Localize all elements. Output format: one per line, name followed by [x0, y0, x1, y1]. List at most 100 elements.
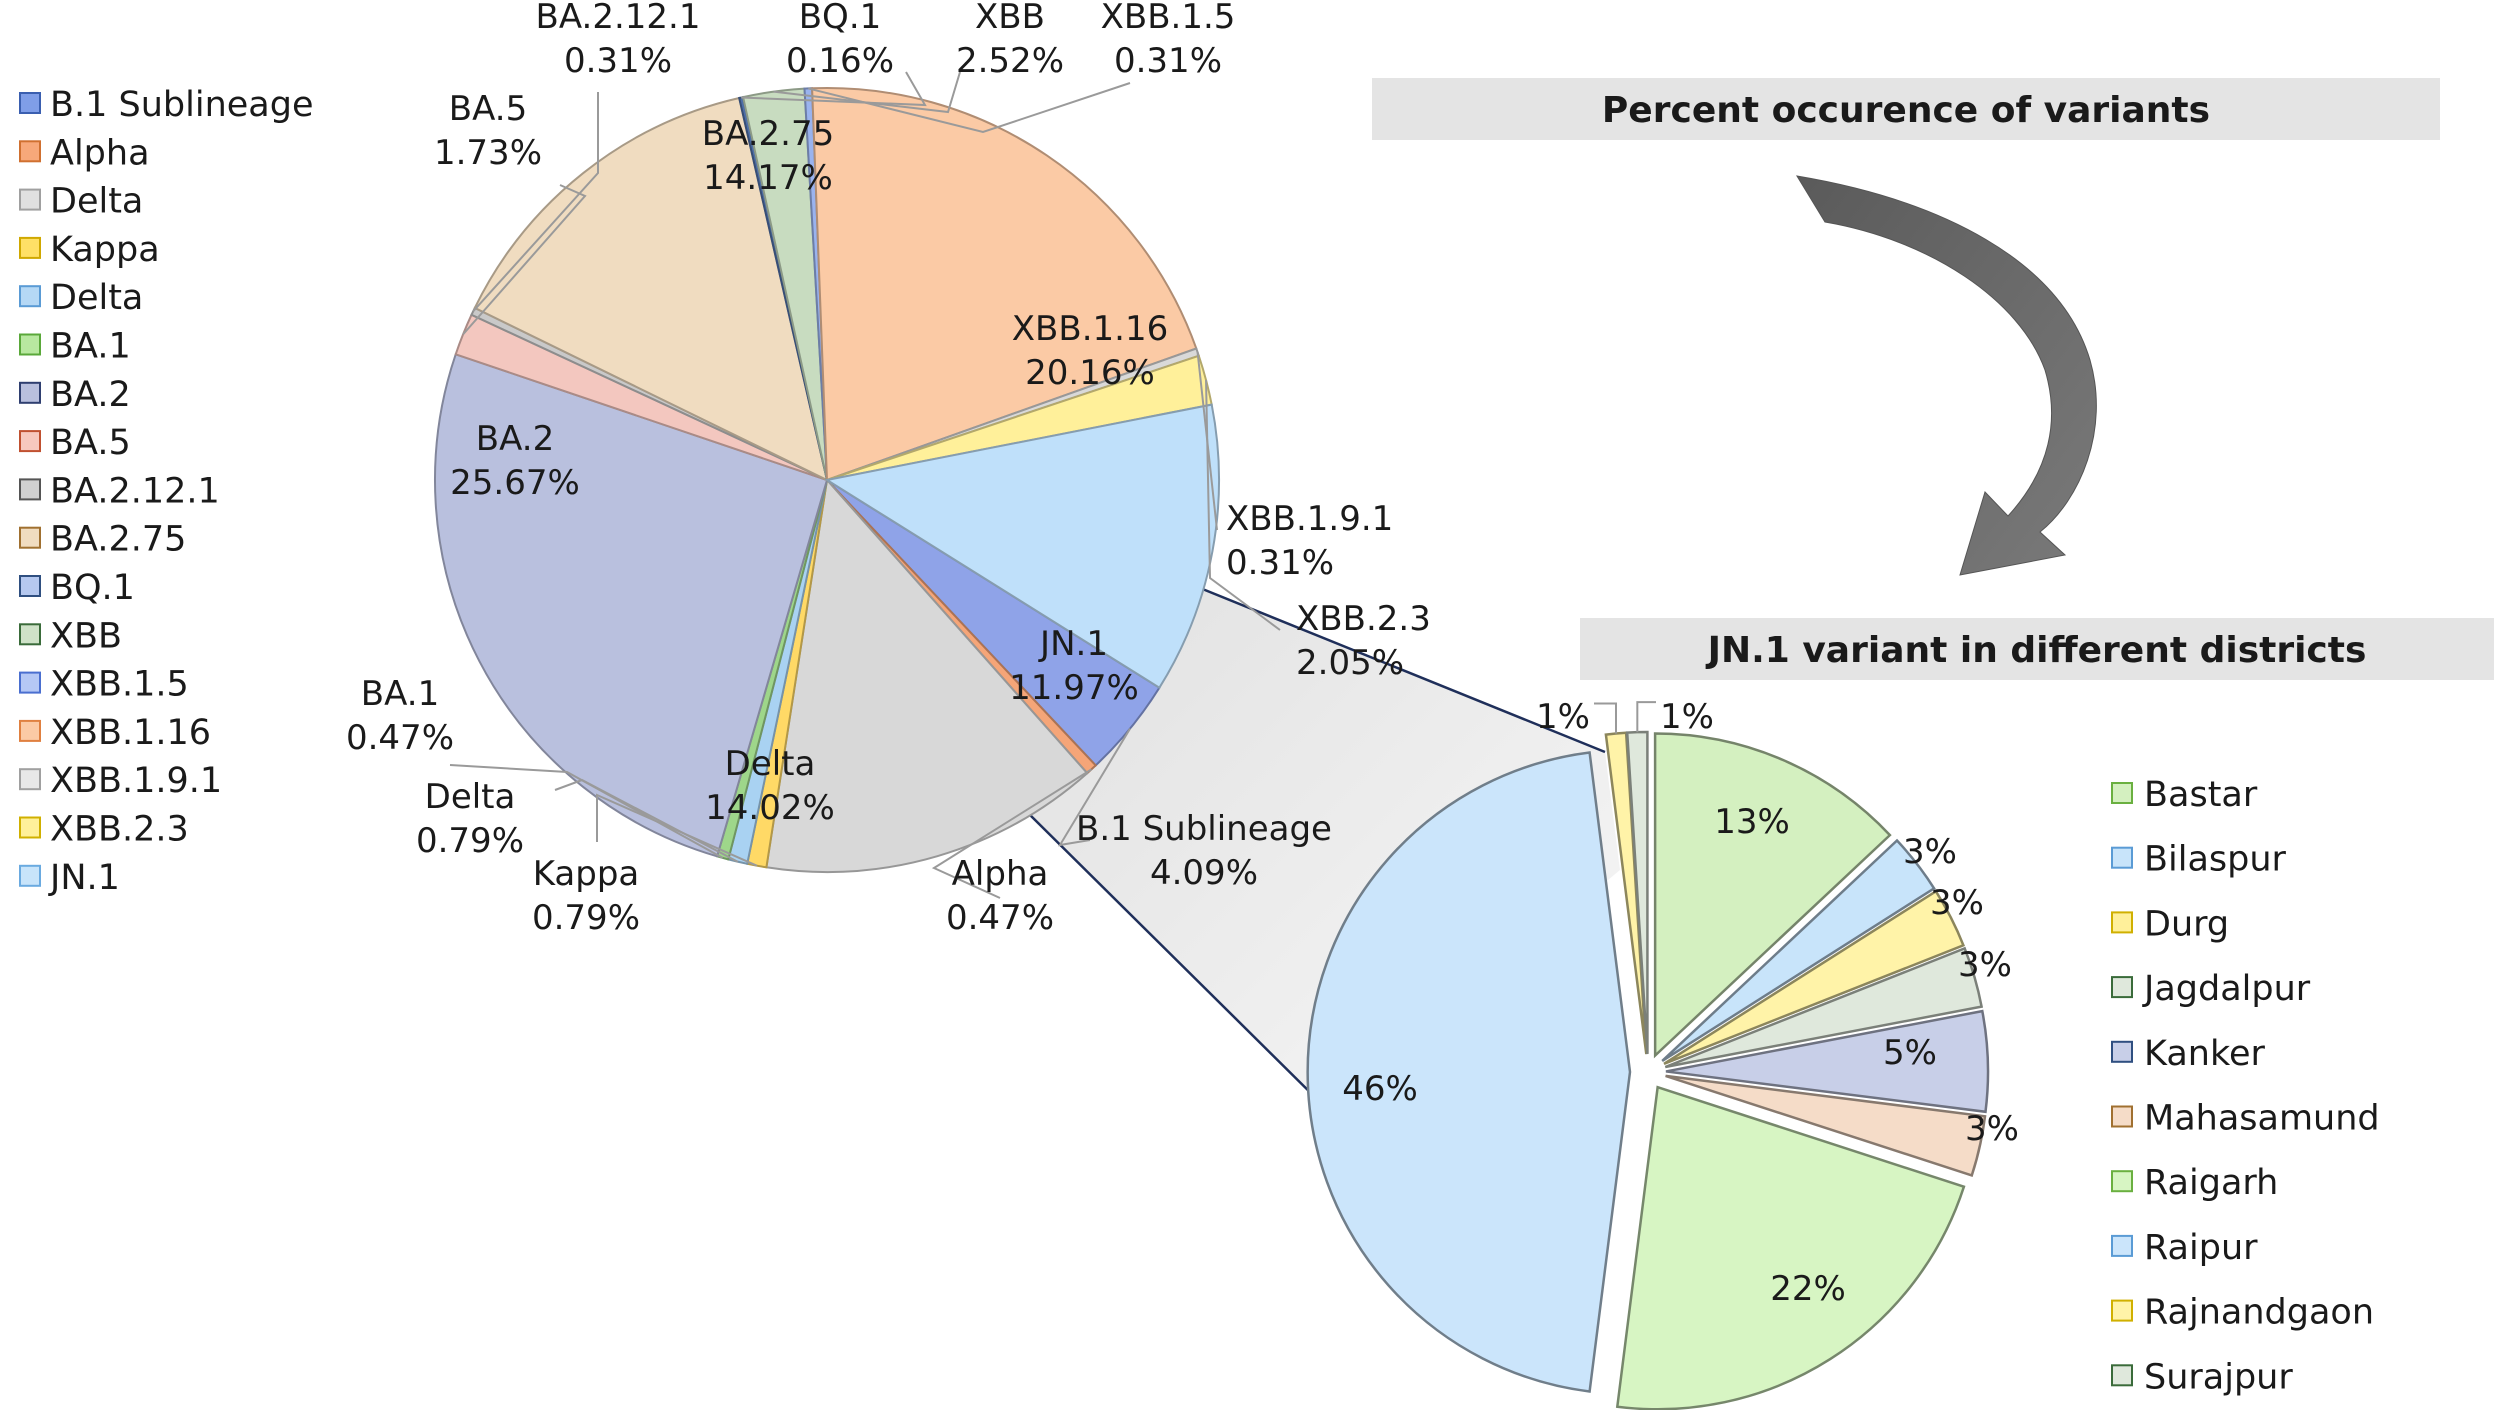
legend-item-xbb-1-5-12: XBB.1.5 [19, 665, 189, 705]
legend-item-ba-2-75-9: BA.2.75 [19, 520, 186, 560]
legend-label-mahasamund: Mahasamund [2144, 1099, 2380, 1139]
slice-value-ba-5-7: 1.73% [434, 133, 542, 173]
slice-value-xbb-1-16-13: 20.16% [1025, 353, 1155, 393]
legend-label-xbb-1-16-13: XBB.1.16 [50, 713, 211, 753]
legend-item-xbb-2-3-15: XBB.2.3 [19, 810, 189, 850]
legend-swatch-kanker [2111, 1040, 2133, 1063]
slice-mahasamund [1665, 1074, 1987, 1177]
legend-item-bq-1-10: BQ.1 [19, 568, 135, 608]
slice-value-surajpur: 1% [1660, 697, 1714, 737]
legend-label-rajnandgaon: Rajnandgaon [2144, 1293, 2374, 1333]
slice-ba-2-75-9 [473, 96, 829, 482]
legend-label-kappa-3: Kappa [50, 230, 160, 270]
slice-value-raigarh: 22% [1770, 1269, 1846, 1309]
legend-label-xbb-2-3-15: XBB.2.3 [50, 810, 189, 850]
slice-label-raipur: 46% [1342, 1069, 1418, 1109]
leader-line-ba-2-12-1-8 [472, 92, 599, 313]
slice-name-xbb-2-3-15: XBB.2.3 [1296, 599, 1431, 639]
legend-item-rajnandgaon: Rajnandgaon [2111, 1293, 2374, 1333]
leader-line-xbb-11 [773, 71, 961, 114]
slice-label-bastar: 13% [1714, 802, 1790, 842]
legend-label-b-1-sublineage-0: B.1 Sublineage [50, 85, 314, 125]
legend-swatch-ba-2-12-1-8 [19, 478, 41, 501]
slice-name-jn-1-16: JN.1 [1038, 624, 1108, 664]
slice-label-kanker: 5% [1883, 1033, 1937, 1073]
leader-line-ba-5-7 [462, 184, 587, 336]
slice-value-rajnandgaon: 1% [1536, 697, 1590, 737]
legend-item-raipur: Raipur [2111, 1228, 2258, 1268]
legend-item-delta-2: Delta [19, 182, 143, 222]
slice-name-xbb-1-5-12: XBB.1.5 [1101, 0, 1236, 37]
legend-item-xbb-1-16-13: XBB.1.16 [19, 713, 211, 753]
slice-label-xbb-1-9-1-14: XBB.1.9.10.31% [1196, 352, 1393, 583]
legend-label-raipur: Raipur [2144, 1228, 2258, 1268]
slice-label-xbb-2-3-15: XBB.2.32.05% [1205, 379, 1431, 683]
legend-label-xbb-11: XBB [50, 616, 122, 656]
slice-name-delta-4: Delta [425, 777, 516, 817]
slice-label-ba-1-5: BA.10.47% [346, 674, 724, 859]
leader-line-xbb-1-5-12 [808, 82, 1131, 134]
legend-swatch-delta-4 [19, 285, 41, 308]
legend-swatch-ba-5-7 [19, 430, 41, 453]
slice-name-bq-1-10: BQ.1 [799, 0, 882, 37]
slice-name-ba-1-5: BA.1 [361, 674, 439, 714]
legend-swatch-jn-1-16 [19, 864, 41, 887]
legend-swatch-kappa-3 [19, 236, 41, 259]
slice-value-jn-1-16: 11.97% [1009, 668, 1139, 708]
leader-line-bq-1-10 [741, 71, 927, 107]
slice-value-xbb-1-5-12: 0.31% [1114, 41, 1222, 81]
slice-value-bilaspur: 3% [1903, 832, 1957, 872]
slice-label-mahasamund: 3% [1965, 1109, 2019, 1149]
slice-bastar [1653, 732, 1892, 1059]
variants-pie [433, 87, 1220, 873]
slice-value-ba-2-12-1-8: 0.31% [564, 41, 672, 81]
slice-ba-2-6 [433, 353, 829, 858]
legend-item-ba-2-6: BA.2 [19, 375, 131, 415]
legend-label-xbb-1-5-12: XBB.1.5 [50, 665, 189, 705]
slice-value-kappa-3: 0.79% [532, 898, 640, 938]
slice-name-delta-2: Delta [725, 744, 816, 784]
legend-item-delta-4: Delta [19, 278, 143, 318]
slice-name-ba-5-7: BA.5 [449, 89, 527, 129]
legend-swatch-raigarh [2111, 1170, 2133, 1193]
legend-item-xbb-11: XBB [19, 616, 122, 656]
slice-label-ba-5-7: BA.51.73% [434, 89, 587, 336]
legend-item-raigarh: Raigarh [2111, 1163, 2278, 1203]
slice-raigarh [1615, 1085, 1966, 1410]
slice-bilaspur [1661, 838, 1936, 1063]
legend-item-bastar: Bastar [2111, 775, 2258, 815]
slice-value-raipur: 46% [1342, 1069, 1418, 1109]
slice-name-ba-2-12-1-8: BA.2.12.1 [536, 0, 701, 37]
slice-raipur [1306, 751, 1632, 1393]
legend-swatch-xbb-11 [19, 623, 41, 646]
slice-label-ba-2-12-1-8: BA.2.12.1 0.31% [472, 0, 701, 313]
legend-label-ba-2-12-1-8: BA.2.12.1 [50, 471, 220, 511]
leader-line-alpha-1 [931, 768, 1093, 899]
connector-line-bottom [1026, 811, 1331, 1113]
legend-item-bilaspur: Bilaspur [2111, 840, 2287, 880]
legend-swatch-surajpur [2111, 1364, 2133, 1387]
legend-item-durg: Durg [2111, 904, 2229, 944]
legend-swatch-bilaspur [2111, 846, 2133, 869]
slice-name-alpha-1: Alpha [952, 854, 1049, 894]
slice-durg [1663, 889, 1966, 1065]
legend-swatch-mahasamund [2111, 1105, 2133, 1128]
legend-swatch-alpha-1 [19, 140, 41, 163]
legend-swatch-xbb-1-9-1-14 [19, 768, 41, 791]
slice-value-jagdalpur: 3% [1958, 945, 2012, 985]
legend-label-raigarh: Raigarh [2144, 1163, 2278, 1203]
legend-swatch-ba-2-6 [19, 381, 41, 404]
legend-swatch-delta-2 [19, 188, 41, 211]
slice-label-raigarh: 22% [1770, 1269, 1846, 1309]
legend-item-jagdalpur: Jagdalpur [2111, 969, 2311, 1009]
slice-value-alpha-1: 0.47% [946, 898, 1054, 938]
curved-arrow-icon [1796, 175, 2097, 576]
slice-value-mahasamund: 3% [1965, 1109, 2019, 1149]
slice-label-bilaspur: 3% [1903, 832, 1957, 872]
legend-label-kanker: Kanker [2144, 1034, 2266, 1074]
slice-delta-2 [765, 477, 1089, 873]
legend-item-alpha-1: Alpha [19, 133, 150, 173]
